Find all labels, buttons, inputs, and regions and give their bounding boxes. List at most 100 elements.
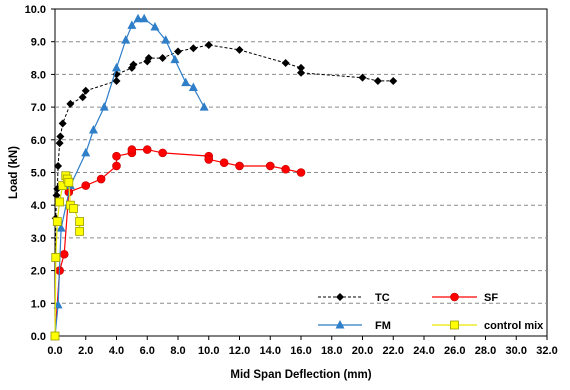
sf-point (158, 148, 167, 158)
sf-point (296, 168, 306, 177)
sf-point (127, 145, 137, 154)
fm-point (170, 54, 180, 64)
x-tick-label: 16.0 (290, 345, 311, 357)
legend-label: SF (484, 292, 498, 304)
sf-point (204, 155, 214, 164)
tc-point (52, 191, 61, 200)
fm-point (150, 21, 160, 31)
fm-point (335, 320, 345, 329)
y-tick-label: 6.0 (31, 135, 46, 147)
sf-point (219, 158, 229, 167)
tc-point (204, 40, 213, 49)
y-tick-label: 2.0 (31, 266, 46, 278)
tc-point (389, 76, 398, 85)
legend-label: TC (375, 292, 390, 304)
tc-point (336, 293, 344, 301)
tc-point (56, 132, 65, 141)
tc-point (144, 54, 153, 63)
sf-point (450, 292, 459, 302)
x-tick-label: 24.0 (413, 345, 434, 357)
series-line (54, 18, 205, 337)
fm-point (161, 35, 171, 44)
tc-point (189, 44, 198, 53)
fm-point (181, 77, 191, 87)
fm-point (81, 147, 91, 157)
sf-point (265, 161, 275, 171)
legend-label: FM (375, 320, 391, 332)
tc-point (174, 47, 182, 56)
fm-point (121, 35, 131, 44)
x-tick-label: 32.0 (536, 345, 557, 357)
control-mix-point (75, 217, 84, 226)
fm-point (133, 13, 143, 23)
x-tick-label: 0.0 (47, 345, 62, 357)
y-tick-label: 0.0 (31, 331, 46, 343)
tc-point (158, 54, 167, 63)
sf-point (81, 181, 91, 190)
sf-point (112, 151, 121, 161)
y-tick-label: 4.0 (31, 200, 46, 212)
sf-point (112, 161, 121, 171)
control-mix-point (64, 177, 74, 187)
tc-point (281, 58, 290, 67)
sf-point (281, 164, 290, 174)
legend: TC SF FM control mix (318, 292, 544, 332)
tc-point (112, 76, 121, 85)
x-tick-label: 30.0 (506, 345, 527, 357)
control-mix-point (75, 226, 84, 236)
y-tick-label: 1.0 (31, 298, 46, 310)
series-group (50, 13, 398, 341)
control-mix-point (55, 197, 65, 207)
control-mix-point (450, 320, 459, 330)
legend-item: TC (318, 292, 390, 304)
control-mix-point (69, 204, 78, 213)
tc-point (297, 63, 305, 72)
axes: 0.0 1.0 2.0 3.0 4.0 5.0 6.0 7.0 8.0 9.0 10.0 0.0 2.0… (25, 4, 558, 357)
y-axis-title: Load (kN) (8, 146, 20, 199)
x-axis-title: Mid Span Deflection (mm) (230, 369, 371, 381)
fm-point (188, 82, 198, 91)
series-control-mix (50, 171, 84, 341)
sf-point (59, 249, 69, 259)
y-tick-label: 9.0 (31, 37, 46, 49)
x-tick-label: 4.0 (109, 345, 124, 357)
y-tick-label: 8.0 (31, 69, 46, 81)
tc-point (66, 99, 75, 108)
fm-point (139, 13, 149, 23)
fm-point (127, 20, 137, 29)
x-tick-label: 6.0 (140, 345, 155, 357)
fm-point (88, 124, 98, 134)
control-mix-point (50, 331, 60, 341)
legend-label: control mix (484, 320, 544, 332)
x-tick-label: 22.0 (383, 345, 404, 357)
tc-point (129, 60, 138, 69)
y-tick-label: 7.0 (31, 102, 46, 114)
x-tick-label: 20.0 (352, 345, 373, 357)
tc-point (373, 76, 382, 85)
x-tick-label: 26.0 (444, 345, 465, 357)
legend-item: FM (318, 320, 391, 332)
series-fm (50, 13, 209, 340)
tc-point (58, 119, 67, 128)
tc-point (78, 93, 87, 102)
x-tick-label: 12.0 (229, 345, 250, 357)
sf-point (142, 145, 152, 154)
tc-point (55, 139, 64, 148)
tc-point (358, 73, 367, 82)
control-mix-point (51, 253, 61, 262)
x-tick-label: 8.0 (170, 345, 185, 357)
sf-point (235, 161, 244, 171)
fm-point (112, 62, 121, 72)
tc-point (297, 68, 305, 77)
y-tick-label: 3.0 (31, 233, 46, 245)
y-tick-label: 10.0 (25, 4, 46, 16)
fm-point (199, 102, 209, 111)
tc-point (54, 161, 63, 170)
y-tick-label: 5.0 (31, 168, 46, 180)
x-tick-label: 14.0 (260, 345, 281, 357)
legend-item: SF (432, 292, 498, 304)
tc-point (81, 86, 90, 95)
x-tick-label: 28.0 (475, 345, 496, 357)
